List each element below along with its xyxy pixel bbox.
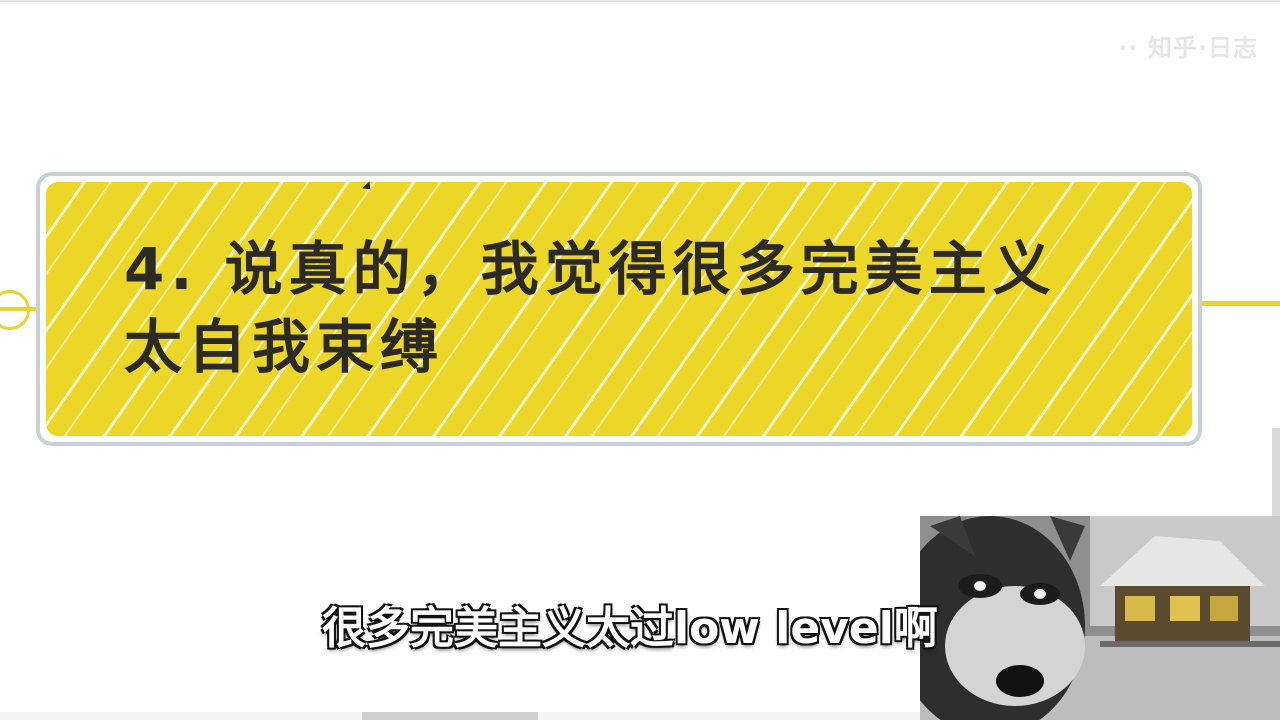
video-subtitle: 很多完美主义太过low level啊 [322, 603, 938, 654]
topic-fill: 4. 说真的，我觉得很多完美主义 太自我束缚 [46, 182, 1192, 436]
watermark-logo: ·· 知乎·日志 [1118, 34, 1258, 62]
child-connector-line [1198, 298, 1280, 310]
top-border [0, 0, 1280, 2]
webcam-scene [920, 516, 1280, 720]
topic-line-2: 太自我束缚 [124, 313, 445, 381]
collapse-node-icon[interactable] [0, 290, 30, 330]
mindmap-topic-node[interactable]: 4. 说真的，我觉得很多完美主义 太自我束缚 [36, 172, 1202, 446]
topic-text: 4. 说真的，我觉得很多完美主义 太自我束缚 [124, 230, 1122, 386]
horizontal-scrollbar[interactable] [0, 712, 1280, 720]
topic-line-1: 4. 说真的，我觉得很多完美主义 [124, 235, 1057, 303]
horizontal-scrollbar-thumb[interactable] [362, 712, 538, 720]
dog-webcam-image [920, 516, 1280, 720]
